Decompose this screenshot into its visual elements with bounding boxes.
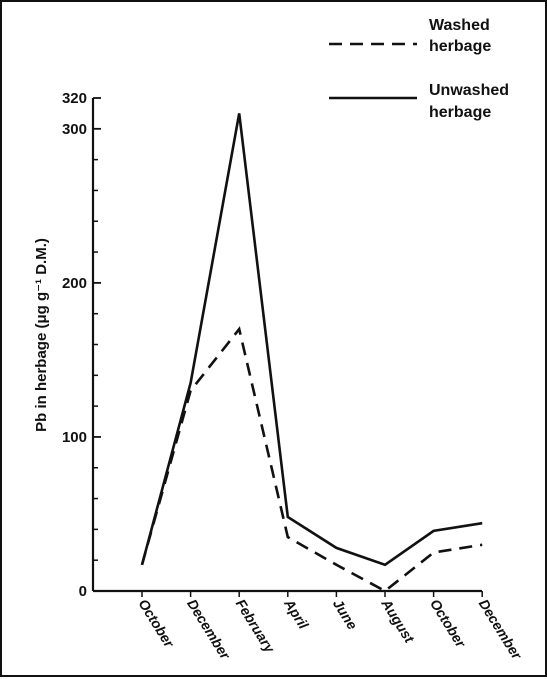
legend-label-unwashed: Unwashed herbage <box>429 82 509 121</box>
series-line-washed <box>140 326 483 593</box>
x-tick-label: August <box>378 595 418 646</box>
legend: Washed herbage Unwashed herbage <box>329 17 509 121</box>
x-tick-label: December <box>184 596 234 663</box>
legend-label-washed: Washed herbage <box>429 17 491 55</box>
x-tick-label: April <box>281 595 313 632</box>
y-tick-label: 320 <box>62 90 87 107</box>
y-axis-ticks: 0 100 200 300 320 <box>62 90 101 600</box>
y-tick-label: 200 <box>62 275 87 292</box>
x-axis-ticks: October December February April June August Oc… <box>135 591 526 663</box>
series-layer <box>140 113 483 593</box>
y-tick-label: 100 <box>62 429 87 446</box>
series-line-unwashed <box>140 113 483 567</box>
x-tick-label: June <box>330 596 361 632</box>
x-tick-label: December <box>476 596 526 663</box>
x-tick-label: October <box>427 596 470 651</box>
x-tick-label: February <box>233 596 279 656</box>
y-tick-label: 300 <box>62 121 87 138</box>
y-axis-title: Pb in herbage (μg g⁻¹ D.M.) <box>33 238 50 432</box>
y-tick-label: 0 <box>79 583 87 600</box>
x-tick-label: October <box>135 596 178 651</box>
